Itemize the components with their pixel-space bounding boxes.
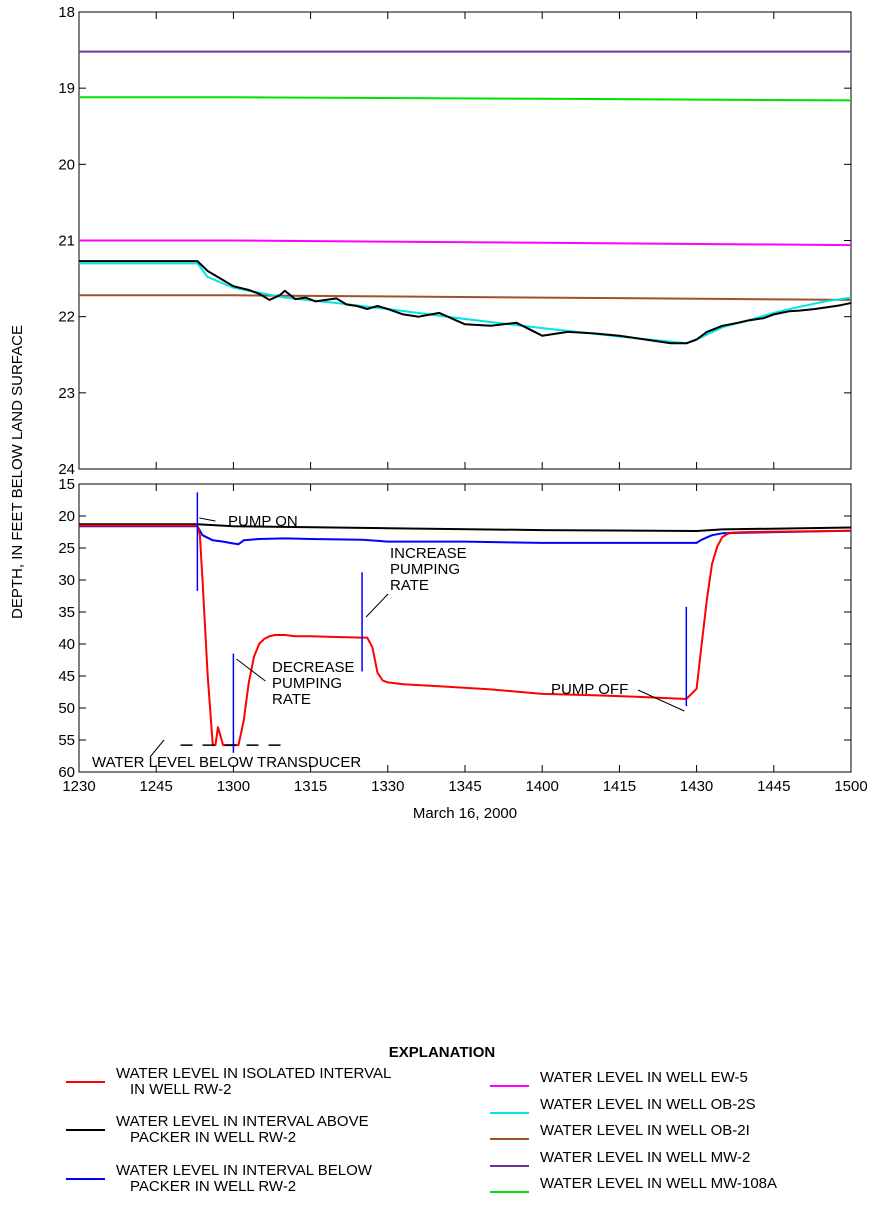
y-tick-label: 18 [58, 4, 75, 21]
x-axis-label: March 16, 2000 [413, 805, 517, 822]
y-tick-label: 15 [58, 476, 75, 493]
legend-right-label-2: WATER LEVEL IN WELL OB-2I [540, 1122, 750, 1139]
x-tick-label: 1315 [294, 778, 327, 795]
top-panel: 18 19 20 21 22 23 24 [58, 4, 852, 478]
y-tick-label: 23 [58, 385, 75, 402]
x-tick-label: 1330 [371, 778, 404, 795]
legend-right-label-1: WATER LEVEL IN WELL OB-2S [540, 1096, 756, 1113]
legend-title: EXPLANATION [389, 1044, 495, 1061]
increase-label: PUMPING [390, 561, 460, 578]
increase-leader [365, 593, 389, 618]
y-tick-label: 35 [58, 604, 75, 621]
series-line-0-2 [79, 239, 851, 247]
series-line-0-3 [79, 294, 851, 301]
series-line-1-1 [79, 525, 851, 546]
x-tick-label: 1230 [62, 778, 95, 795]
x-tick-label: 1500 [834, 778, 867, 795]
transducer-label: WATER LEVEL BELOW TRANSDUCER [92, 754, 361, 771]
series-line-0-1 [79, 96, 851, 102]
y-tick-label: 55 [58, 732, 75, 749]
decrease-label: RATE [272, 691, 311, 708]
x-tick-label: 1300 [217, 778, 250, 795]
y-tick-label: 24 [58, 461, 75, 478]
y-tick-label: 21 [58, 233, 75, 250]
pump-on-label: PUMP ON [228, 513, 298, 530]
legend-left-label-0: IN WELL RW-2 [130, 1081, 231, 1098]
y-tick-label: 19 [58, 80, 75, 97]
series-line-1-0 [79, 523, 851, 532]
y-tick-label: 20 [58, 156, 75, 173]
legend-left-label-1: PACKER IN WELL RW-2 [130, 1129, 296, 1146]
y-tick-label: 45 [58, 668, 75, 685]
series-line-0-5 [79, 260, 851, 345]
legend-left-label-0: WATER LEVEL IN ISOLATED INTERVAL [116, 1065, 391, 1082]
legend-left-label-1: WATER LEVEL IN INTERVAL ABOVE [116, 1113, 369, 1130]
x-tick-label: 1445 [757, 778, 790, 795]
series-line-0-4 [79, 262, 851, 345]
x-tick-label: 1345 [448, 778, 481, 795]
y-tick-label: 60 [58, 764, 75, 781]
decrease-label: PUMPING [272, 675, 342, 692]
increase-label: INCREASE [390, 545, 467, 562]
legend-left-label-2: WATER LEVEL IN INTERVAL BELOW [116, 1162, 373, 1179]
decrease-leader [236, 658, 266, 682]
pump-off-label: PUMP OFF [551, 681, 628, 698]
y-tick-label: 20 [58, 508, 75, 525]
y-tick-label: 30 [58, 572, 75, 589]
transducer-leader [149, 739, 165, 758]
y-axis-label: DEPTH, IN FEET BELOW LAND SURFACE [9, 325, 26, 619]
legend-right-label-3: WATER LEVEL IN WELL MW-2 [540, 1149, 750, 1166]
x-tick-label: 1245 [140, 778, 173, 795]
legend-right-label-4: WATER LEVEL IN WELL MW-108A [540, 1175, 777, 1192]
pump-on-leader [199, 517, 216, 522]
x-tick-label: 1430 [680, 778, 713, 795]
decrease-label: DECREASE [272, 659, 355, 676]
y-tick-label: 25 [58, 540, 75, 557]
y-tick-label: 50 [58, 700, 75, 717]
legend-left-label-2: PACKER IN WELL RW-2 [130, 1178, 296, 1195]
increase-label: RATE [390, 577, 429, 594]
x-tick-label: 1415 [603, 778, 636, 795]
legend: EXPLANATION WATER LEVEL IN ISOLATED INTE… [66, 1044, 777, 1195]
x-tick-label: 1400 [526, 778, 559, 795]
y-tick-label: 22 [58, 309, 75, 326]
y-tick-label: 40 [58, 636, 75, 653]
legend-right-label-0: WATER LEVEL IN WELL EW-5 [540, 1069, 748, 1086]
pump-off-leader [637, 689, 685, 712]
